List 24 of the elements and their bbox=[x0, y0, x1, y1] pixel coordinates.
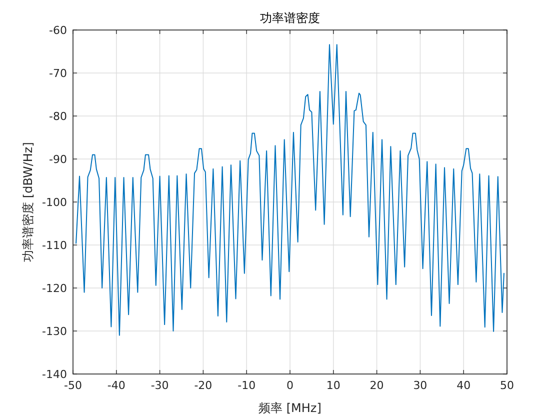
y-tick-label: -130 bbox=[42, 325, 67, 338]
y-tick-label: -110 bbox=[42, 239, 67, 252]
x-tick-label: -40 bbox=[107, 379, 126, 392]
line-series bbox=[76, 44, 504, 336]
chart-title: 功率谱密度 bbox=[260, 11, 320, 25]
y-tick-label: -90 bbox=[49, 153, 67, 166]
y-tick-label: -70 bbox=[49, 67, 67, 80]
x-tick-label: 10 bbox=[326, 379, 340, 392]
x-tick-label: 0 bbox=[286, 379, 294, 392]
x-axis-title: 频率 [MHz] bbox=[258, 401, 322, 415]
y-tick-label: -140 bbox=[42, 368, 67, 381]
x-tick-label: 20 bbox=[370, 379, 384, 392]
y-axis-title: 功率谱密度 [dBW/Hz] bbox=[21, 142, 35, 262]
y-tick-label: -120 bbox=[42, 282, 67, 295]
x-tick-label: 50 bbox=[500, 379, 514, 392]
x-tick-label: -20 bbox=[194, 379, 212, 392]
x-tick-label: 30 bbox=[413, 379, 428, 392]
y-tick-label: -80 bbox=[49, 110, 67, 123]
y-tick-label: -60 bbox=[49, 24, 67, 37]
x-tick-label: -50 bbox=[64, 379, 82, 392]
x-tick-label: -30 bbox=[150, 379, 169, 392]
y-tick-label: -100 bbox=[42, 196, 67, 209]
x-tick-label: 40 bbox=[456, 379, 471, 392]
x-tick-label: -10 bbox=[238, 379, 256, 392]
